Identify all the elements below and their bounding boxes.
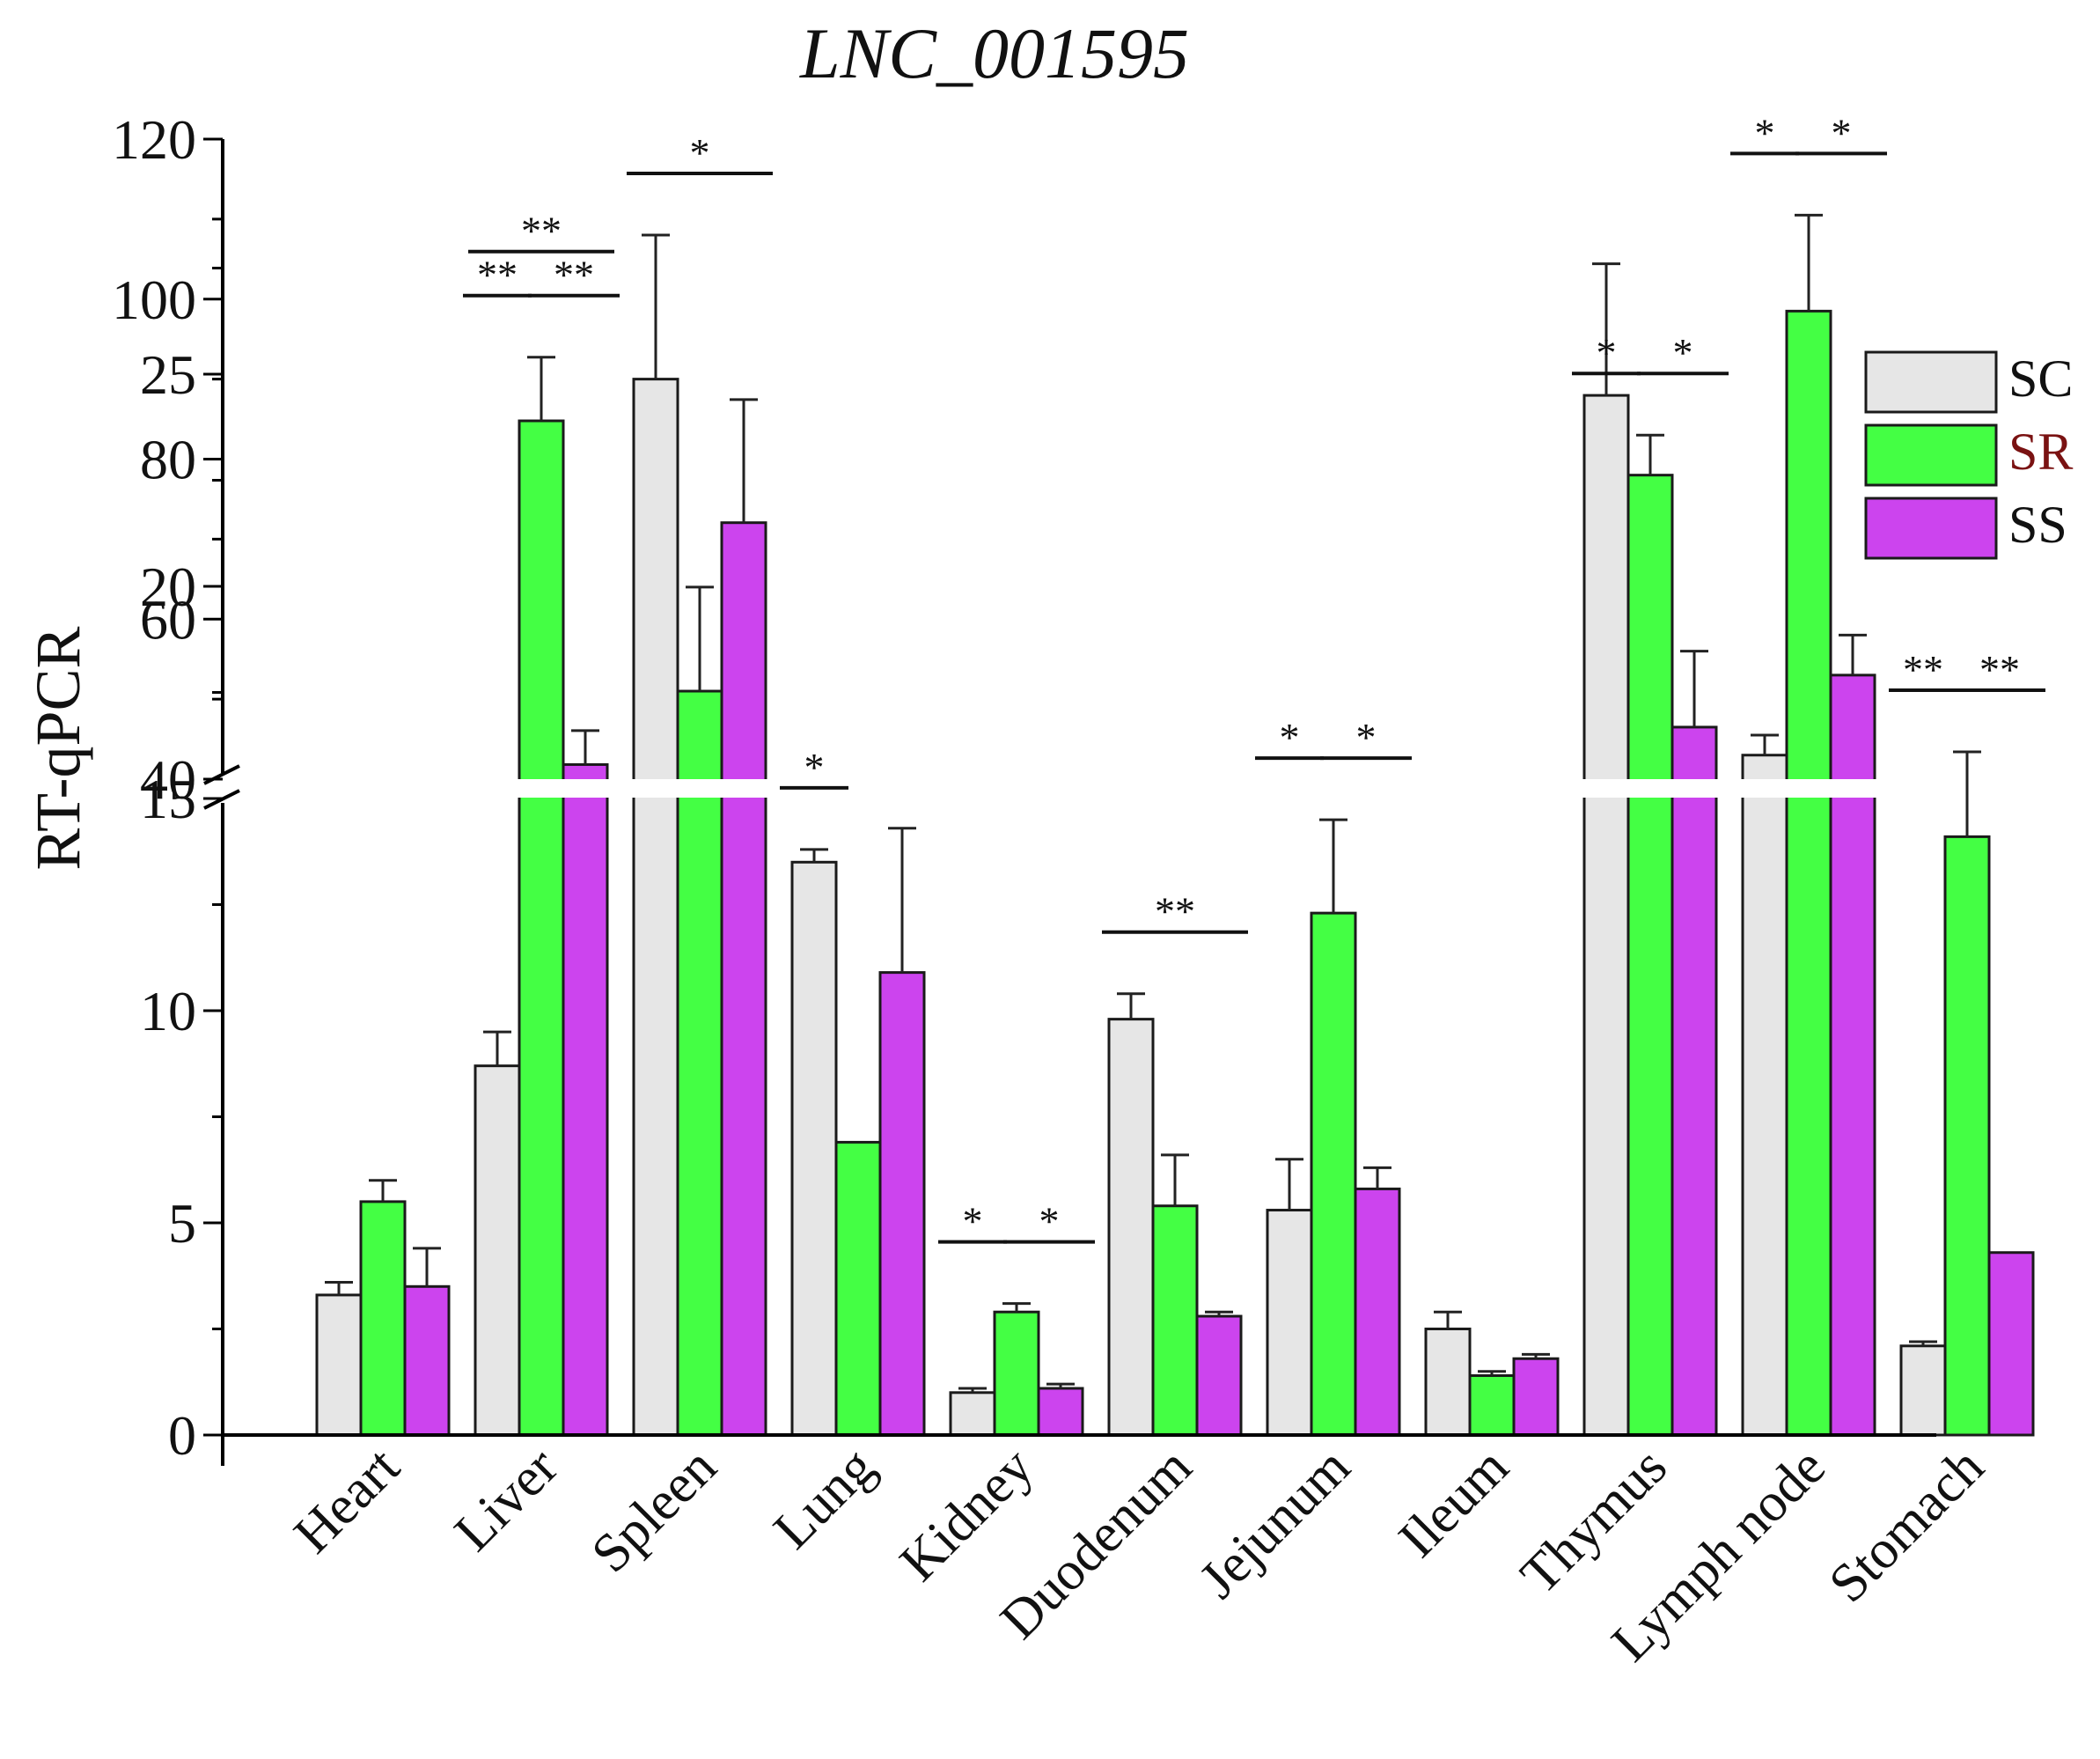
bar-sc-jejunum — [1266, 1209, 1313, 1437]
bar-sr-spleen — [676, 689, 723, 1437]
significance-label-6: * — [1356, 715, 1377, 760]
significance-label-10: ** — [1979, 647, 2020, 692]
bar-sc-liver — [474, 1064, 521, 1437]
bar-ss-jejunum — [1354, 1187, 1401, 1437]
significance-label-1: ** — [477, 253, 518, 298]
significance-label-2: * — [690, 130, 710, 175]
y-tick-label-15: 15 — [140, 768, 196, 830]
bar-sr-kidney — [993, 1310, 1040, 1437]
bar-sc-lymph-node — [1741, 754, 1788, 1437]
y-tick-label-60: 60 — [140, 588, 196, 651]
significance-label-6: * — [1280, 715, 1300, 760]
y-tick-label-40: 40 — [140, 748, 196, 811]
axis-break-mark-top — [203, 764, 240, 785]
bar-sc-ileum — [1424, 1328, 1472, 1437]
legend-label-sr: SR — [2008, 423, 2073, 481]
bar-sc-duodenum — [1107, 1018, 1155, 1437]
bar-sr-ileum — [1468, 1374, 1516, 1437]
bar-sr-stomach — [1943, 835, 1991, 1437]
bar-sc-lung — [790, 860, 838, 1437]
legend-swatch-ss — [1864, 497, 1998, 560]
axis-break-band — [224, 779, 1897, 798]
x-tick-label-ileum: Ileum — [1388, 1437, 1520, 1569]
bar-ss-liver — [562, 762, 609, 1437]
significance-label-8: * — [1597, 330, 1617, 375]
bar-sr-lung — [834, 1140, 882, 1437]
y-tick-label-25: 25 — [140, 343, 196, 406]
bar-ss-kidney — [1037, 1387, 1084, 1437]
legend-label-sc: SC — [2008, 350, 2073, 408]
legend: SC SR SS — [1864, 350, 2073, 560]
significance-label-1: ** — [521, 209, 562, 254]
bar-ss-ileum — [1512, 1357, 1560, 1437]
x-tick-label-liver: Liver — [444, 1437, 569, 1563]
significance-label-9: * — [1832, 110, 1852, 155]
significance-label-8: * — [1673, 330, 1693, 375]
significance-label-10: ** — [1903, 647, 1943, 692]
significance-label-9: * — [1755, 110, 1775, 155]
x-tick-label-kidney: Kidney — [889, 1437, 1045, 1593]
bar-ss-lymph-node — [1829, 673, 1876, 1437]
bar-ss-stomach — [1987, 1251, 2035, 1437]
bar-sr-thymus — [1626, 474, 1674, 1437]
bar-sc-thymus — [1582, 394, 1630, 1437]
significance-label-3: * — [804, 745, 825, 790]
bar-sc-stomach — [1899, 1344, 1947, 1437]
significance-layer: ** ******* **** ** ** *** ** — [463, 110, 2045, 1244]
axis-break-gap — [224, 779, 1897, 798]
bars-layer — [315, 309, 2035, 1437]
significance-label-5: ** — [1155, 889, 1195, 934]
x-tick-label-spleen: Spleen — [580, 1437, 727, 1584]
x-tick-label-jejunum: Jejunum — [1188, 1437, 1362, 1610]
y-tick-label-120: 120 — [112, 108, 196, 171]
legend-label-ss: SS — [2008, 496, 2067, 554]
error-bars-layer — [325, 213, 1981, 1393]
significance-label-1: ** — [554, 253, 594, 298]
bar-sr-lymph-node — [1785, 309, 1832, 1437]
x-tick-label-heart: Heart — [283, 1437, 410, 1564]
bar-sc-heart — [315, 1293, 363, 1437]
significance-label-4: * — [963, 1199, 983, 1244]
y-tick-label-80: 80 — [140, 429, 196, 491]
y-tick-label-5: 5 — [168, 1192, 196, 1255]
bar-sc-kidney — [949, 1391, 996, 1437]
bar-sr-liver — [518, 419, 565, 1437]
bar-ss-lung — [878, 971, 926, 1437]
bar-ss-spleen — [720, 521, 767, 1437]
bar-ss-thymus — [1670, 725, 1718, 1437]
y-tick-label-100: 100 — [112, 269, 196, 331]
bar-ss-duodenum — [1195, 1314, 1243, 1437]
y-tick-label-20: 20 — [140, 556, 196, 618]
legend-swatch-sc — [1864, 350, 1998, 414]
bar-ss-heart — [403, 1284, 451, 1437]
bar-sr-heart — [359, 1200, 407, 1437]
bar-sc-spleen — [632, 378, 679, 1437]
bar-sr-duodenum — [1151, 1204, 1199, 1437]
bar-sr-jejunum — [1310, 911, 1357, 1437]
chart-title: LNC_001595 — [799, 13, 1189, 93]
legend-swatch-sr — [1864, 423, 1998, 487]
y-tick-label-0: 0 — [168, 1404, 196, 1467]
x-tick-label-stomach: Stomach — [1817, 1437, 1995, 1615]
x-tick-label-lung: Lung — [762, 1437, 886, 1561]
y-tick-label-10: 10 — [140, 980, 196, 1042]
significance-label-4: * — [1039, 1199, 1060, 1244]
y-axis-label: RT-qPCR — [23, 626, 93, 870]
